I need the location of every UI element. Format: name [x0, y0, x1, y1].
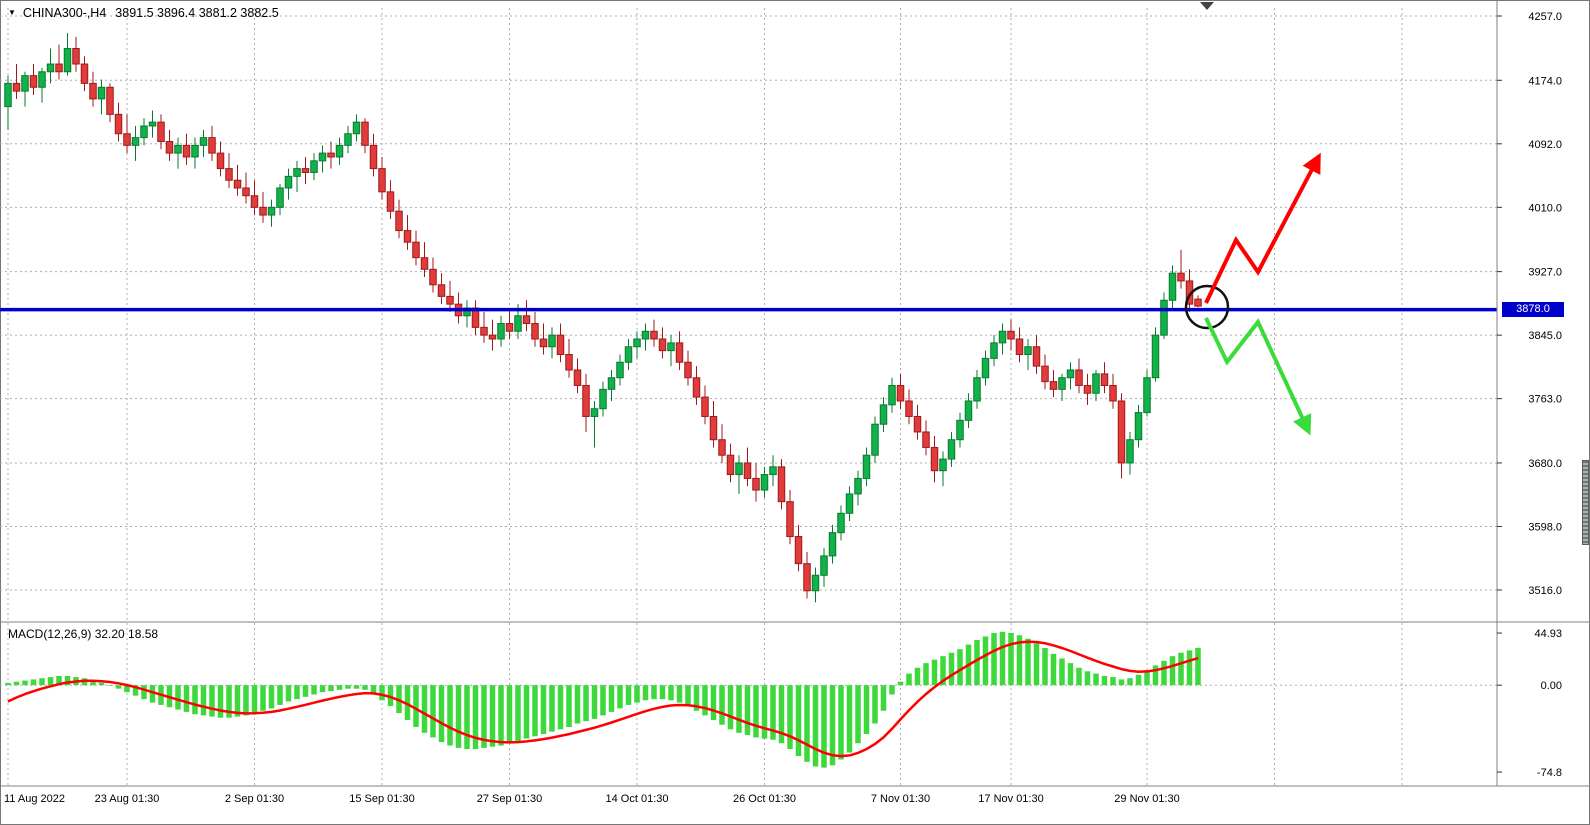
svg-text:23 Aug 01:30: 23 Aug 01:30 — [95, 793, 160, 805]
svg-text:3763.0: 3763.0 — [1528, 394, 1562, 406]
scrollbar-thumb[interactable] — [1582, 460, 1589, 545]
axes-and-labels: 4257.0 4174.0 4092.0 4010.0 3927.0 3845.0 3763… — [0, 0, 1590, 805]
candles — [4, 33, 1202, 603]
svg-text:4092.0: 4092.0 — [1528, 139, 1562, 151]
macd-label: MACD(12,26,9) 32.20 18.58 — [8, 627, 159, 641]
svg-text:2 Sep 01:30: 2 Sep 01:30 — [225, 793, 284, 805]
svg-text:0.00: 0.00 — [1541, 680, 1562, 692]
trade-annotations[interactable] — [1184, 152, 1321, 436]
svg-text:7 Nov 01:30: 7 Nov 01:30 — [871, 793, 930, 805]
chart-menu-icon[interactable]: ▼ — [8, 8, 16, 17]
svg-text:4174.0: 4174.0 — [1528, 75, 1562, 87]
svg-text:4010.0: 4010.0 — [1528, 202, 1562, 214]
symbol-label: CHINA300-,H4 — [22, 6, 107, 20]
symbol-bar: ▼ CHINA300-,H4 3891.5 3896.4 3881.2 3882… — [8, 6, 279, 20]
macd-indicator — [5, 631, 1201, 768]
svg-text:17 Nov 01:30: 17 Nov 01:30 — [978, 793, 1043, 805]
svg-text:3927.0: 3927.0 — [1528, 267, 1562, 279]
svg-text:3516.0: 3516.0 — [1528, 585, 1562, 597]
svg-text:3598.0: 3598.0 — [1528, 521, 1562, 533]
svg-text:15 Sep 01:30: 15 Sep 01:30 — [349, 793, 414, 805]
current-price-tag: 3878.0 — [1502, 302, 1564, 318]
svg-text:11 Aug 2022: 11 Aug 2022 — [4, 793, 65, 805]
svg-text:-74.8: -74.8 — [1537, 767, 1562, 779]
svg-text:3845.0: 3845.0 — [1528, 330, 1562, 342]
ohlc-readout: 3891.5 3896.4 3881.2 3882.5 — [115, 6, 279, 20]
svg-text:14 Oct 01:30: 14 Oct 01:30 — [606, 793, 669, 805]
svg-text:4257.0: 4257.0 — [1528, 11, 1562, 23]
svg-text:44.93: 44.93 — [1534, 628, 1562, 640]
svg-text:27 Sep 01:30: 27 Sep 01:30 — [477, 793, 542, 805]
svg-text:26 Oct 01:30: 26 Oct 01:30 — [733, 793, 796, 805]
svg-text:29 Nov 01:30: 29 Nov 01:30 — [1114, 793, 1179, 805]
grid-lines — [0, 8, 1497, 786]
current-price-value: 3878.0 — [1516, 303, 1550, 316]
svg-text:3680.0: 3680.0 — [1528, 458, 1562, 470]
